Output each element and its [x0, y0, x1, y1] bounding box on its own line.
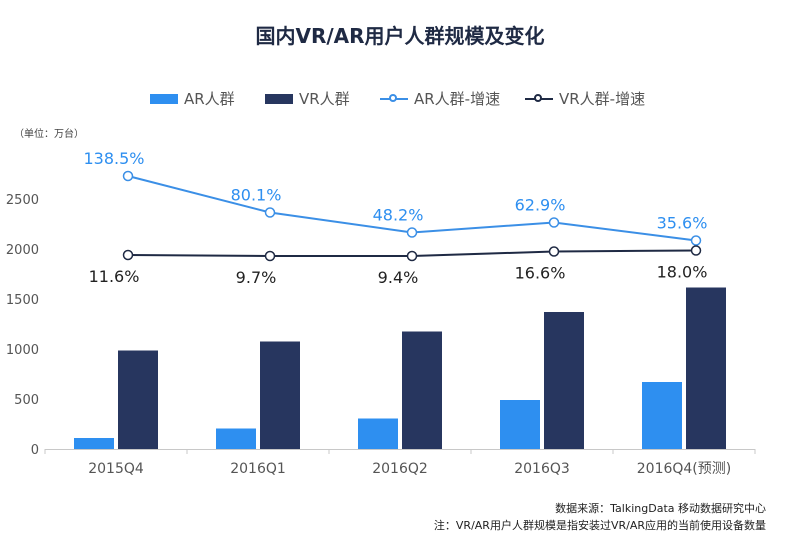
data-label-ar-growth: 35.6% [657, 214, 708, 233]
source-note: 数据来源：TalkingData 移动数据研究中心 [555, 502, 766, 515]
point-vr-growth [264, 250, 276, 262]
unit-label: （单位：万台） [14, 129, 84, 140]
legend-swatch-vr [265, 93, 293, 104]
legend-label-vr: VR人群 [299, 90, 350, 108]
bar-vr [260, 341, 300, 449]
point-vr-growth [122, 249, 134, 261]
legend-label-vr-growth: VR人群-增速 [559, 90, 646, 108]
legend-item-ar-growth: AR人群-增速 [380, 88, 500, 109]
legend-label-ar: AR人群 [184, 90, 235, 108]
point-ar-growth [690, 235, 702, 246]
bar-ar [642, 382, 682, 449]
bar-ar [216, 428, 256, 449]
y-tick-label: 2500 [6, 193, 39, 208]
legend-swatch-vr-growth [525, 93, 553, 105]
legend-label-ar-growth: AR人群-增速 [414, 90, 501, 108]
data-label-vr-growth: 16.6% [515, 264, 566, 283]
footnote: 注：VR/AR用户人群规模是指安装过VR/AR应用的当前使用设备数量 [433, 519, 766, 532]
data-label-vr-growth: 11.6% [89, 267, 140, 286]
legend-swatch-ar [150, 93, 178, 104]
x-tick-label: 2016Q2 [372, 461, 428, 477]
point-ar-growth [122, 170, 134, 182]
legend-item-ar: AR人群 [150, 88, 235, 109]
x-tick-label: 2016Q3 [514, 461, 570, 477]
data-label-vr-growth: 18.0% [657, 263, 708, 282]
x-tick-label: 2016Q1 [230, 461, 286, 477]
bar-vr [686, 287, 726, 449]
y-tick-label: 500 [14, 393, 39, 408]
point-ar-growth [264, 207, 276, 218]
bar-vr [544, 312, 584, 449]
y-tick-label: 1000 [6, 343, 39, 358]
bar-ar [500, 400, 540, 449]
bar-ar [358, 418, 398, 449]
legend-item-vr-growth: VR人群-增速 [525, 88, 645, 109]
bar-vr [118, 350, 158, 449]
y-tick-label: 2000 [6, 243, 39, 258]
x-tick-label: 2015Q4 [88, 461, 144, 477]
y-tick-label: 0 [31, 443, 39, 458]
point-vr-growth [548, 246, 560, 257]
legend-swatch-ar-growth [380, 93, 408, 105]
legend: AR人群 VR人群 AR人群-增速 VR人群-增速 [0, 88, 800, 112]
chart-title: 国内VR/AR用户人群规模及变化 [255, 24, 545, 48]
data-label-ar-growth: 48.2% [373, 206, 424, 225]
data-label-ar-growth: 80.1% [231, 186, 282, 205]
bar-vr [402, 331, 442, 449]
y-tick-label: 1500 [6, 293, 39, 308]
bar-ar [74, 438, 114, 449]
data-label-vr-growth: 9.7% [236, 268, 277, 287]
point-vr-growth [690, 245, 702, 256]
data-label-ar-growth: 138.5% [83, 149, 144, 168]
data-label-ar-growth: 62.9% [515, 196, 566, 215]
point-ar-growth [548, 217, 560, 228]
point-ar-growth [406, 227, 418, 238]
data-label-vr-growth: 9.4% [378, 268, 419, 287]
point-vr-growth [406, 250, 418, 262]
legend-item-vr: VR人群 [265, 88, 350, 109]
x-tick-label: 2016Q4(预测) [637, 461, 731, 477]
